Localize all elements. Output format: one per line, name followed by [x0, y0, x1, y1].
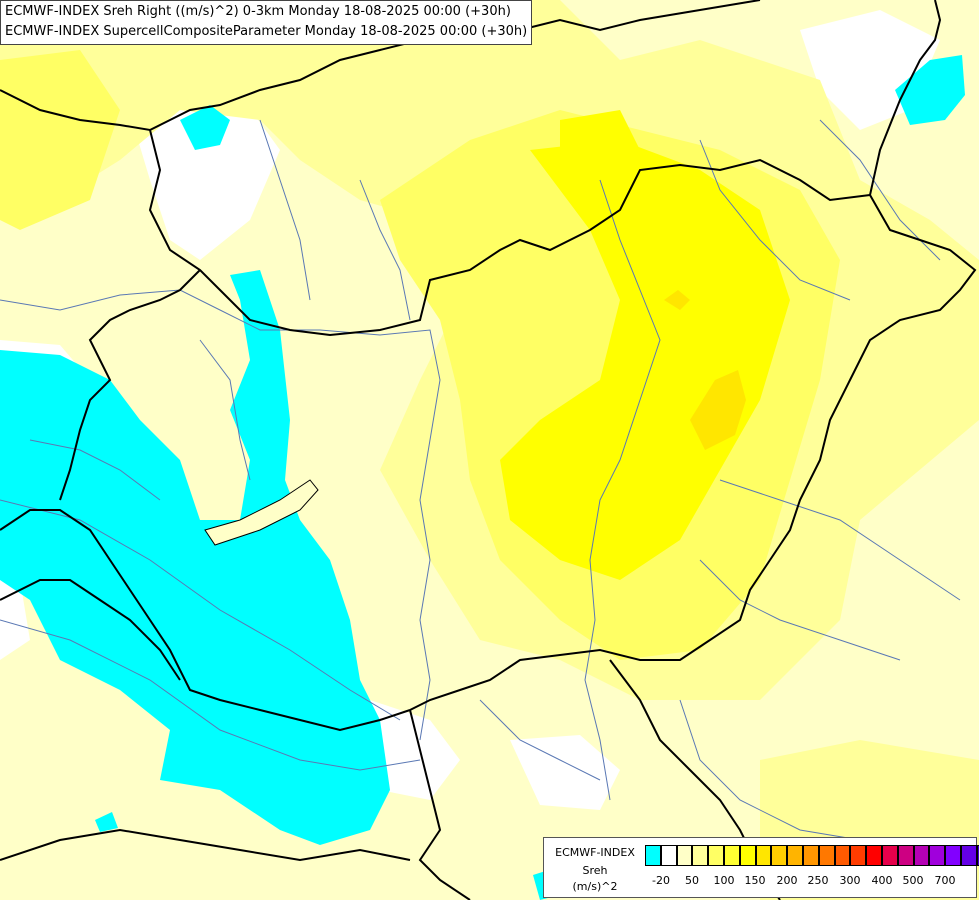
- legend-swatch: [723, 845, 740, 866]
- river-east-1: [719, 479, 961, 601]
- border-croatia: [0, 509, 411, 732]
- legend-tick-label: 250: [807, 874, 829, 887]
- field-white-south: [370, 700, 460, 800]
- legend-model: ECMWF-INDEX: [555, 846, 635, 859]
- lake-balaton: [204, 479, 319, 546]
- river-east-2: [699, 559, 901, 661]
- legend-swatch: [739, 845, 756, 866]
- map-title-box: ECMWF-INDEX Sreh Right ((m/s)^2) 0-3km M…: [0, 0, 533, 45]
- legend-swatch: [960, 845, 977, 866]
- legend-swatch: [755, 845, 772, 866]
- border-hungary-west: [59, 269, 201, 501]
- color-legend: ECMWF-INDEX Sreh (m/s)^2 -20 50 100 150 200 2…: [543, 837, 979, 898]
- border-slovakia-north: [0, 0, 761, 132]
- legend-swatches: [645, 845, 979, 866]
- map-title-line-1: ECMWF-INDEX Sreh Right ((m/s)^2) 0-3km M…: [5, 4, 511, 19]
- river-danube: [0, 289, 441, 741]
- field-cyan-northwest: [180, 105, 230, 150]
- river-north-2: [359, 179, 411, 321]
- border-serbia: [409, 709, 471, 900]
- legend-swatch: [850, 845, 867, 866]
- field-mid-northwest: [0, 50, 120, 230]
- field-cyan-southwest: [0, 270, 390, 845]
- legend-tick-label: 50: [685, 874, 699, 887]
- legend-swatch: [818, 845, 835, 866]
- river-sava: [0, 619, 421, 771]
- river-se-1: [679, 699, 861, 841]
- legend-swatch: [645, 845, 661, 866]
- legend-swatch: [866, 845, 882, 866]
- field-white-southeast: [510, 735, 620, 810]
- river-mura: [29, 439, 161, 501]
- legend-tick-label: -20: [652, 874, 670, 887]
- legend-tick-label: 500: [902, 874, 924, 887]
- legend-tick-label: 700: [934, 874, 956, 887]
- legend-parameter: Sreh: [582, 864, 608, 877]
- legend-swatch: [708, 845, 724, 866]
- legend-tick-label: 400: [871, 874, 893, 887]
- legend-swatch: [897, 845, 914, 866]
- river-tisza: [584, 179, 661, 801]
- field-yellow-core: [500, 140, 790, 580]
- river-south-1: [479, 699, 601, 781]
- river-drava: [0, 499, 401, 721]
- legend-swatch: [787, 845, 803, 866]
- field-yellow-north: [560, 110, 640, 170]
- border-bosnia: [0, 828, 411, 862]
- field-gold-small: [664, 290, 690, 310]
- legend-swatch: [802, 845, 819, 866]
- map-title-line-2: ECMWF-INDEX SupercellCompositeParameter …: [5, 24, 528, 39]
- border-romania-north: [869, 0, 942, 196]
- legend-swatch: [771, 845, 788, 866]
- field-cyan-northeast: [895, 55, 965, 125]
- legend-ticks: -20 50 100 150 200 250 300 400 500 700: [645, 874, 975, 890]
- legend-unit: (m/s)^2: [572, 880, 618, 893]
- legend-swatch: [676, 845, 693, 866]
- legend-swatch: [692, 845, 709, 866]
- legend-swatch: [660, 845, 677, 866]
- legend-swatch: [945, 845, 961, 866]
- legend-swatch: [881, 845, 898, 866]
- legend-swatch: [976, 845, 979, 866]
- field-gold-core: [690, 370, 746, 450]
- legend-swatch: [913, 845, 930, 866]
- river-north-1: [259, 119, 311, 301]
- legend-tick-label: 150: [744, 874, 766, 887]
- river-west-1: [199, 339, 251, 481]
- legend-swatch: [929, 845, 946, 866]
- legend-tick-label: 100: [713, 874, 735, 887]
- legend-swatch: [834, 845, 851, 866]
- legend-tick-label: 300: [839, 874, 861, 887]
- border-croatia-south: [0, 579, 181, 681]
- river-ne-1: [699, 139, 851, 301]
- legend-tick-label: 200: [776, 874, 798, 887]
- border-hungary-east: [409, 194, 977, 711]
- field-cyan-small-south: [95, 812, 118, 832]
